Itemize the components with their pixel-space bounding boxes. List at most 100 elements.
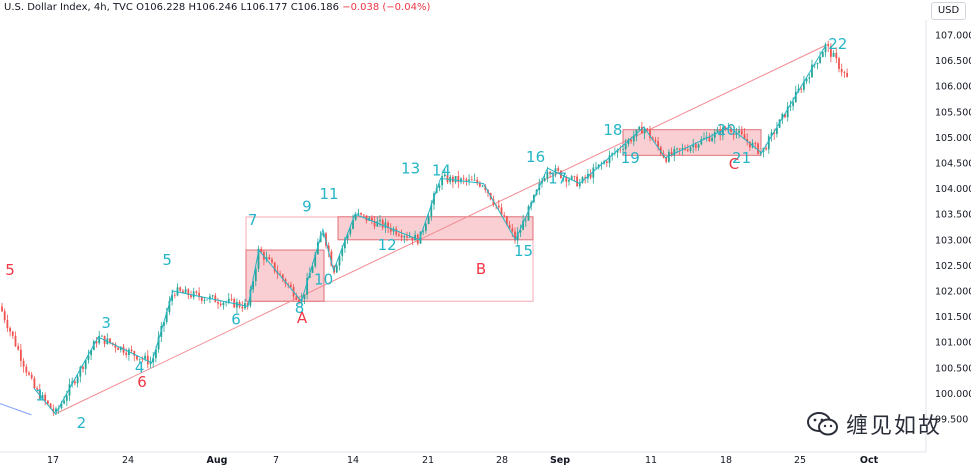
candle-body xyxy=(168,301,171,312)
watermark: 缠见如故 xyxy=(806,408,942,440)
candle-body xyxy=(287,283,290,285)
close-label: C xyxy=(290,2,298,13)
candle-body xyxy=(549,171,551,174)
candle-body xyxy=(514,231,516,241)
candle-body xyxy=(290,284,292,288)
candle-body xyxy=(44,394,47,401)
x-tick-label: 25 xyxy=(794,455,806,466)
candle-body xyxy=(68,384,71,396)
candle-body xyxy=(79,367,82,377)
wave-label-17: 17 xyxy=(548,169,567,187)
wave-label-8: 8 xyxy=(295,299,305,317)
candle-body xyxy=(773,132,776,134)
candle-body xyxy=(678,148,681,150)
high-value: 106.246 xyxy=(196,2,238,13)
candle-body xyxy=(219,303,222,306)
candle-body xyxy=(695,144,697,148)
candle-body xyxy=(700,139,703,145)
candle-body xyxy=(554,168,557,175)
candle-body xyxy=(668,151,670,162)
candle-body xyxy=(249,289,252,306)
candle-body xyxy=(206,299,209,301)
wave-line xyxy=(33,44,827,415)
candle-body xyxy=(789,105,792,107)
candle-body xyxy=(214,295,217,303)
x-tick-label: Oct xyxy=(860,455,879,466)
wave-label-4: 4 xyxy=(135,359,145,377)
candle-body xyxy=(454,176,457,183)
chart-header: U.S. Dollar Index, 4h, TVC O106.228 H106… xyxy=(4,2,430,13)
x-tick-label: 7 xyxy=(273,455,279,466)
candle-body xyxy=(279,273,281,275)
candle-body xyxy=(376,221,379,227)
y-tick-label: 101.500 xyxy=(935,312,971,323)
candle-body xyxy=(616,149,619,153)
candle-body xyxy=(740,130,743,135)
candle-body xyxy=(373,220,376,227)
candle-body xyxy=(146,355,149,365)
candle-body xyxy=(430,204,433,217)
candle-body xyxy=(508,224,511,229)
candle-body xyxy=(33,378,36,389)
candle-body xyxy=(676,148,678,150)
candle-body xyxy=(268,257,271,260)
candle-body xyxy=(222,302,225,306)
candle-body xyxy=(503,215,506,217)
y-tick-label: 106.000 xyxy=(935,82,971,93)
candle-body xyxy=(457,176,460,183)
candle-body xyxy=(98,336,101,344)
candle-body xyxy=(311,266,314,273)
candle-body xyxy=(257,248,260,269)
candle-body xyxy=(659,147,662,154)
candle-body xyxy=(365,215,368,221)
candle-body xyxy=(217,302,219,304)
high-label: H xyxy=(188,2,197,13)
candle-body xyxy=(101,335,103,337)
candle-body xyxy=(546,171,549,179)
x-tick-label: 18 xyxy=(720,455,732,466)
candle-body xyxy=(314,254,317,267)
candle-body xyxy=(65,395,68,401)
candle-body xyxy=(738,130,740,133)
y-tick-label: 99.500 xyxy=(935,415,968,426)
candle-body xyxy=(400,235,403,238)
candle-body xyxy=(497,205,500,208)
candle-body xyxy=(427,216,430,225)
candle-body xyxy=(565,176,568,182)
wave-label-11: 11 xyxy=(319,185,338,203)
candle-body xyxy=(830,46,832,57)
candle-body xyxy=(705,136,708,139)
candle-body xyxy=(22,360,25,367)
candle-body xyxy=(846,72,848,77)
currency-selector[interactable]: USD xyxy=(931,2,966,20)
wave-label-14: 14 xyxy=(432,161,451,179)
candle-body xyxy=(192,291,195,298)
open-value: 106.228 xyxy=(143,2,186,13)
candle-body xyxy=(60,403,63,408)
y-tick-label: 100.500 xyxy=(935,363,971,374)
candle-body xyxy=(808,77,811,79)
candle-body xyxy=(578,182,581,187)
y-tick-label: 103.500 xyxy=(935,210,971,221)
candle-body xyxy=(252,281,254,290)
candle-body xyxy=(63,400,65,404)
y-tick-label: 105.500 xyxy=(935,107,971,118)
candle-body xyxy=(109,338,111,343)
candle-body xyxy=(141,358,144,360)
candle-body xyxy=(827,44,830,47)
candle-body xyxy=(713,132,716,138)
x-tick-label: 14 xyxy=(347,455,359,466)
candle-body xyxy=(635,129,638,137)
zone-b xyxy=(337,216,534,241)
candle-body xyxy=(770,132,773,137)
candle-body xyxy=(749,141,751,148)
candle-body xyxy=(295,296,298,300)
candle-body xyxy=(703,138,705,140)
candle-body xyxy=(49,403,52,409)
candle-body xyxy=(632,136,635,142)
candle-body xyxy=(811,64,813,78)
candle-body xyxy=(605,161,608,164)
candle-body xyxy=(187,289,190,296)
zone-label-6: 6 xyxy=(137,373,147,391)
